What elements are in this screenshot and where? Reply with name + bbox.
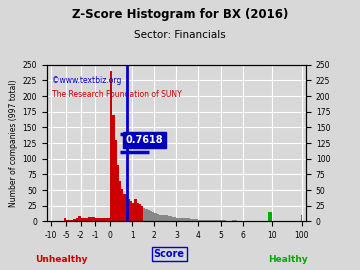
Bar: [172, 217, 176, 221]
Bar: [181, 218, 185, 221]
Bar: [141, 206, 143, 221]
Bar: [76, 218, 78, 221]
Bar: [103, 218, 110, 221]
Bar: [128, 200, 130, 221]
Bar: [152, 212, 154, 221]
Bar: [167, 216, 172, 221]
Bar: [81, 218, 88, 221]
Bar: [68, 220, 71, 221]
Text: Unhealthy: Unhealthy: [35, 255, 87, 264]
Text: Score: Score: [154, 249, 185, 259]
Bar: [148, 210, 150, 221]
Bar: [71, 220, 73, 221]
Bar: [66, 220, 68, 221]
Bar: [157, 214, 159, 221]
Bar: [176, 218, 181, 221]
Bar: [117, 165, 119, 221]
Bar: [212, 220, 216, 221]
Bar: [145, 209, 148, 221]
Bar: [88, 217, 95, 221]
Bar: [190, 219, 194, 221]
Bar: [132, 202, 134, 221]
Bar: [154, 213, 157, 221]
Text: ©www.textbiz.org: ©www.textbiz.org: [52, 76, 121, 85]
Bar: [64, 218, 66, 221]
Bar: [231, 220, 237, 221]
Bar: [114, 140, 117, 221]
Bar: [130, 201, 132, 221]
Bar: [95, 218, 103, 221]
Bar: [78, 216, 81, 221]
Bar: [126, 198, 128, 221]
Bar: [216, 220, 221, 221]
Text: Healthy: Healthy: [268, 255, 308, 264]
Text: The Research Foundation of SUNY: The Research Foundation of SUNY: [52, 90, 182, 99]
Bar: [121, 189, 123, 221]
Bar: [119, 181, 121, 221]
Bar: [137, 202, 139, 221]
Bar: [198, 220, 203, 221]
Bar: [139, 204, 141, 221]
Bar: [207, 220, 212, 221]
Bar: [269, 212, 272, 221]
Bar: [221, 220, 226, 221]
Bar: [150, 211, 152, 221]
Text: Z-Score Histogram for BX (2016): Z-Score Histogram for BX (2016): [72, 8, 288, 21]
Bar: [194, 219, 198, 221]
Bar: [203, 220, 207, 221]
Bar: [185, 218, 190, 221]
Y-axis label: Number of companies (997 total): Number of companies (997 total): [9, 79, 18, 207]
Bar: [134, 200, 137, 221]
Bar: [123, 194, 126, 221]
Bar: [73, 219, 76, 221]
Text: Sector: Financials: Sector: Financials: [134, 30, 226, 40]
Bar: [112, 115, 114, 221]
Bar: [110, 71, 112, 221]
Text: 0.7618: 0.7618: [126, 135, 163, 145]
Bar: [143, 208, 145, 221]
Bar: [163, 215, 167, 221]
Bar: [159, 214, 163, 221]
